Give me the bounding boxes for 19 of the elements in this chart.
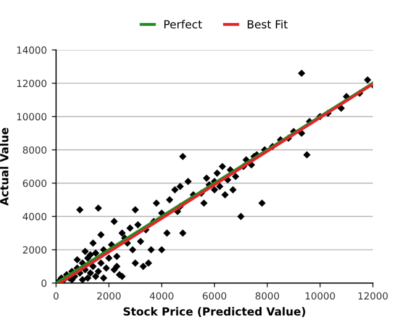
legend-label: Best Fit <box>248 20 288 28</box>
y-tick-label: 8000 <box>22 146 46 154</box>
x-tick-label: 6000 <box>202 292 226 300</box>
y-tick-label: 10000 <box>17 113 46 120</box>
x-tick-label: 8000 <box>256 292 280 300</box>
y-tick-label: 2000 <box>23 246 46 254</box>
x-tick-label: 10000 <box>306 292 335 300</box>
x-tick-label: 4000 <box>150 292 174 300</box>
x-tick-label: 12000 <box>358 292 388 300</box>
y-tick-label: 14000 <box>17 46 46 54</box>
y-tick-label: 12000 <box>17 80 46 88</box>
x-tick-label: 2000 <box>97 292 121 300</box>
y-axis-title: Actual Value <box>0 128 8 206</box>
y-tick-label: 4000 <box>22 212 46 220</box>
x-tick-label: 0 <box>54 292 59 300</box>
y-tick-label: 6000 <box>23 180 46 187</box>
legend-label: Perfect <box>164 20 202 28</box>
x-axis-title: Stock Price (Predicted Value) <box>124 307 306 317</box>
y-tick-label: 0 <box>42 280 46 287</box>
